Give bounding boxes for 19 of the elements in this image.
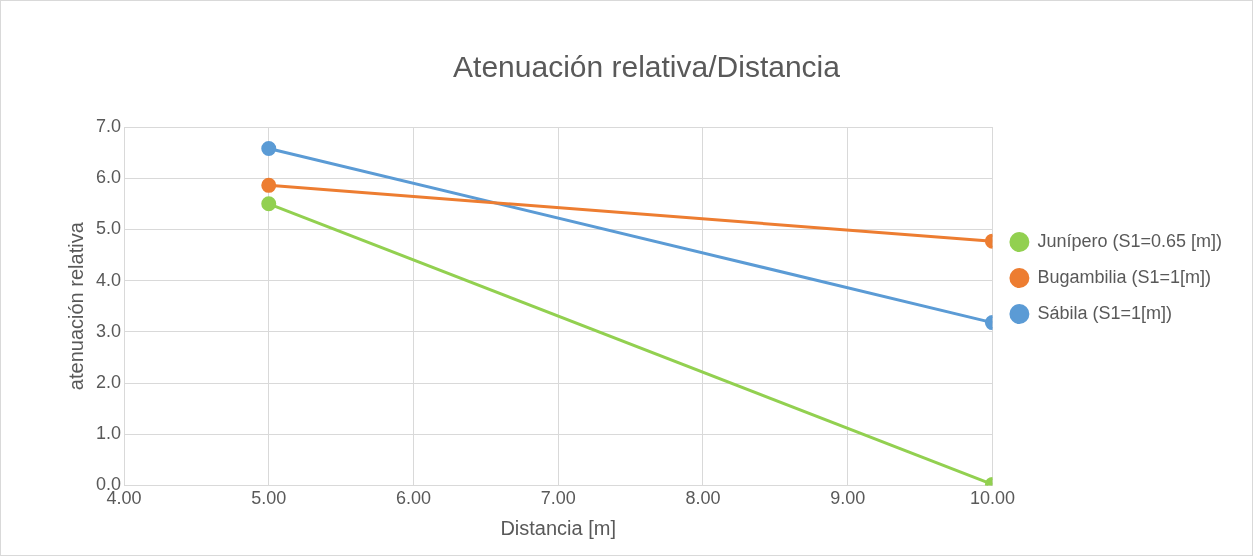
legend-label: Bugambilia (S1=1[m]) bbox=[1037, 266, 1211, 287]
chart-title: Atenuación relativa/Distancia bbox=[453, 50, 841, 84]
y-tick-label: 6.0 bbox=[95, 167, 122, 188]
y-tick-label: 5.0 bbox=[95, 218, 122, 239]
legend-label: Junípero (S1=0.65 [m]) bbox=[1037, 230, 1223, 251]
y-tick-label: 1.0 bbox=[95, 423, 122, 444]
legend-label: Sábila (S1=1[m]) bbox=[1037, 302, 1172, 323]
y-tick-label: 4.0 bbox=[95, 269, 122, 290]
y-tick-label: 7.0 bbox=[95, 115, 122, 136]
y-tick-label: 2.0 bbox=[95, 371, 122, 392]
x-tick-label: 10.00 bbox=[969, 488, 1015, 509]
y-axis-title: atenuación relativa bbox=[64, 221, 87, 391]
x-tick-label: 7.00 bbox=[540, 488, 576, 509]
x-axis-title: Distancia [m] bbox=[500, 516, 617, 539]
x-tick-label: 5.00 bbox=[251, 488, 287, 509]
x-tick-label: 6.00 bbox=[395, 488, 432, 509]
x-tick-label: 8.00 bbox=[685, 488, 721, 509]
x-tick-label: 9.00 bbox=[830, 488, 866, 509]
y-tick-label: 3.0 bbox=[95, 320, 122, 341]
